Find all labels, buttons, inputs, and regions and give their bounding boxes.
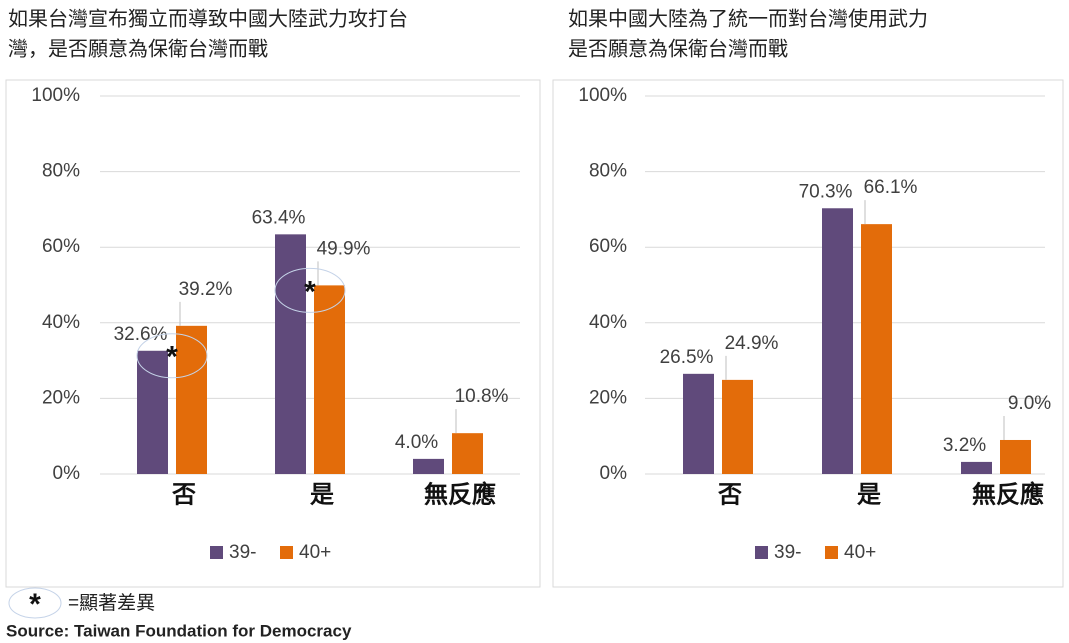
- data-label: 10.8%: [455, 386, 509, 407]
- x-tick-label: 是: [857, 481, 881, 508]
- x-tick-label: 無反應: [972, 480, 1044, 508]
- chart-title: 灣，是否願意為保衛台灣而戰: [8, 37, 268, 60]
- x-tick-label: 否: [717, 481, 742, 508]
- bar: [137, 350, 168, 474]
- y-tick-label: 60%: [42, 236, 80, 257]
- data-label: 66.1%: [864, 177, 918, 198]
- bar: [176, 325, 207, 474]
- y-tick-label: 80%: [589, 161, 627, 182]
- x-tick-label: 否: [171, 481, 196, 508]
- y-tick-label: 100%: [578, 85, 627, 106]
- y-tick-label: 100%: [31, 85, 80, 106]
- legend-swatch: [210, 546, 223, 559]
- data-label: 63.4%: [252, 207, 306, 228]
- data-label: 4.0%: [395, 432, 438, 453]
- source: Source: Taiwan Foundation for Democracy: [6, 621, 352, 640]
- data-label: 39.2%: [179, 279, 233, 300]
- footnote-symbol: *: [29, 588, 41, 621]
- bar: [861, 224, 892, 474]
- panel-left: [5, 79, 541, 588]
- footnote-text: =顯著差異: [68, 592, 155, 614]
- data-label: 70.3%: [799, 181, 853, 202]
- legend-label: 39-: [229, 542, 256, 563]
- bar: [1000, 439, 1031, 474]
- data-label: 24.9%: [725, 333, 779, 354]
- significance-oval: [274, 267, 346, 313]
- significance-mark: *: [304, 275, 316, 308]
- data-label: 9.0%: [1008, 393, 1051, 414]
- panel-right: [552, 79, 1064, 588]
- legend-swatch: [825, 546, 838, 559]
- y-tick-label: 0%: [53, 463, 81, 484]
- bar: [275, 234, 306, 474]
- legend-label: 40+: [844, 542, 876, 563]
- chart-title: 是否願意為保衛台灣而戰: [568, 37, 788, 60]
- legend-swatch: [280, 546, 293, 559]
- y-tick-label: 20%: [589, 387, 627, 408]
- bar: [452, 433, 483, 474]
- legend-swatch: [755, 546, 768, 559]
- significance-oval: [136, 333, 208, 379]
- x-tick-label: 無反應: [424, 480, 496, 508]
- data-label: 32.6%: [114, 324, 168, 345]
- bar: [722, 379, 753, 474]
- footnote-oval: [8, 587, 62, 619]
- legend-label: 40+: [299, 542, 331, 563]
- chart-title: 如果台灣宣布獨立而導致中國大陸武力攻打台: [8, 7, 408, 30]
- y-tick-label: 80%: [42, 161, 80, 182]
- data-label: 26.5%: [660, 347, 714, 368]
- data-label: 3.2%: [943, 435, 986, 456]
- bar: [822, 208, 853, 475]
- bar: [413, 458, 444, 474]
- bar: [961, 461, 992, 474]
- y-tick-label: 20%: [42, 387, 80, 408]
- chart-title: 如果中國大陸為了統一而對台灣使用武力: [568, 7, 928, 30]
- bar: [314, 285, 345, 474]
- y-tick-label: 40%: [589, 312, 627, 333]
- y-tick-label: 0%: [600, 463, 628, 484]
- x-tick-label: 是: [310, 481, 334, 508]
- legend-label: 39-: [774, 542, 801, 563]
- bar: [683, 373, 714, 474]
- data-label: 49.9%: [317, 238, 371, 259]
- significance-mark: *: [166, 341, 178, 374]
- y-tick-label: 60%: [589, 236, 627, 257]
- y-tick-label: 40%: [42, 312, 80, 333]
